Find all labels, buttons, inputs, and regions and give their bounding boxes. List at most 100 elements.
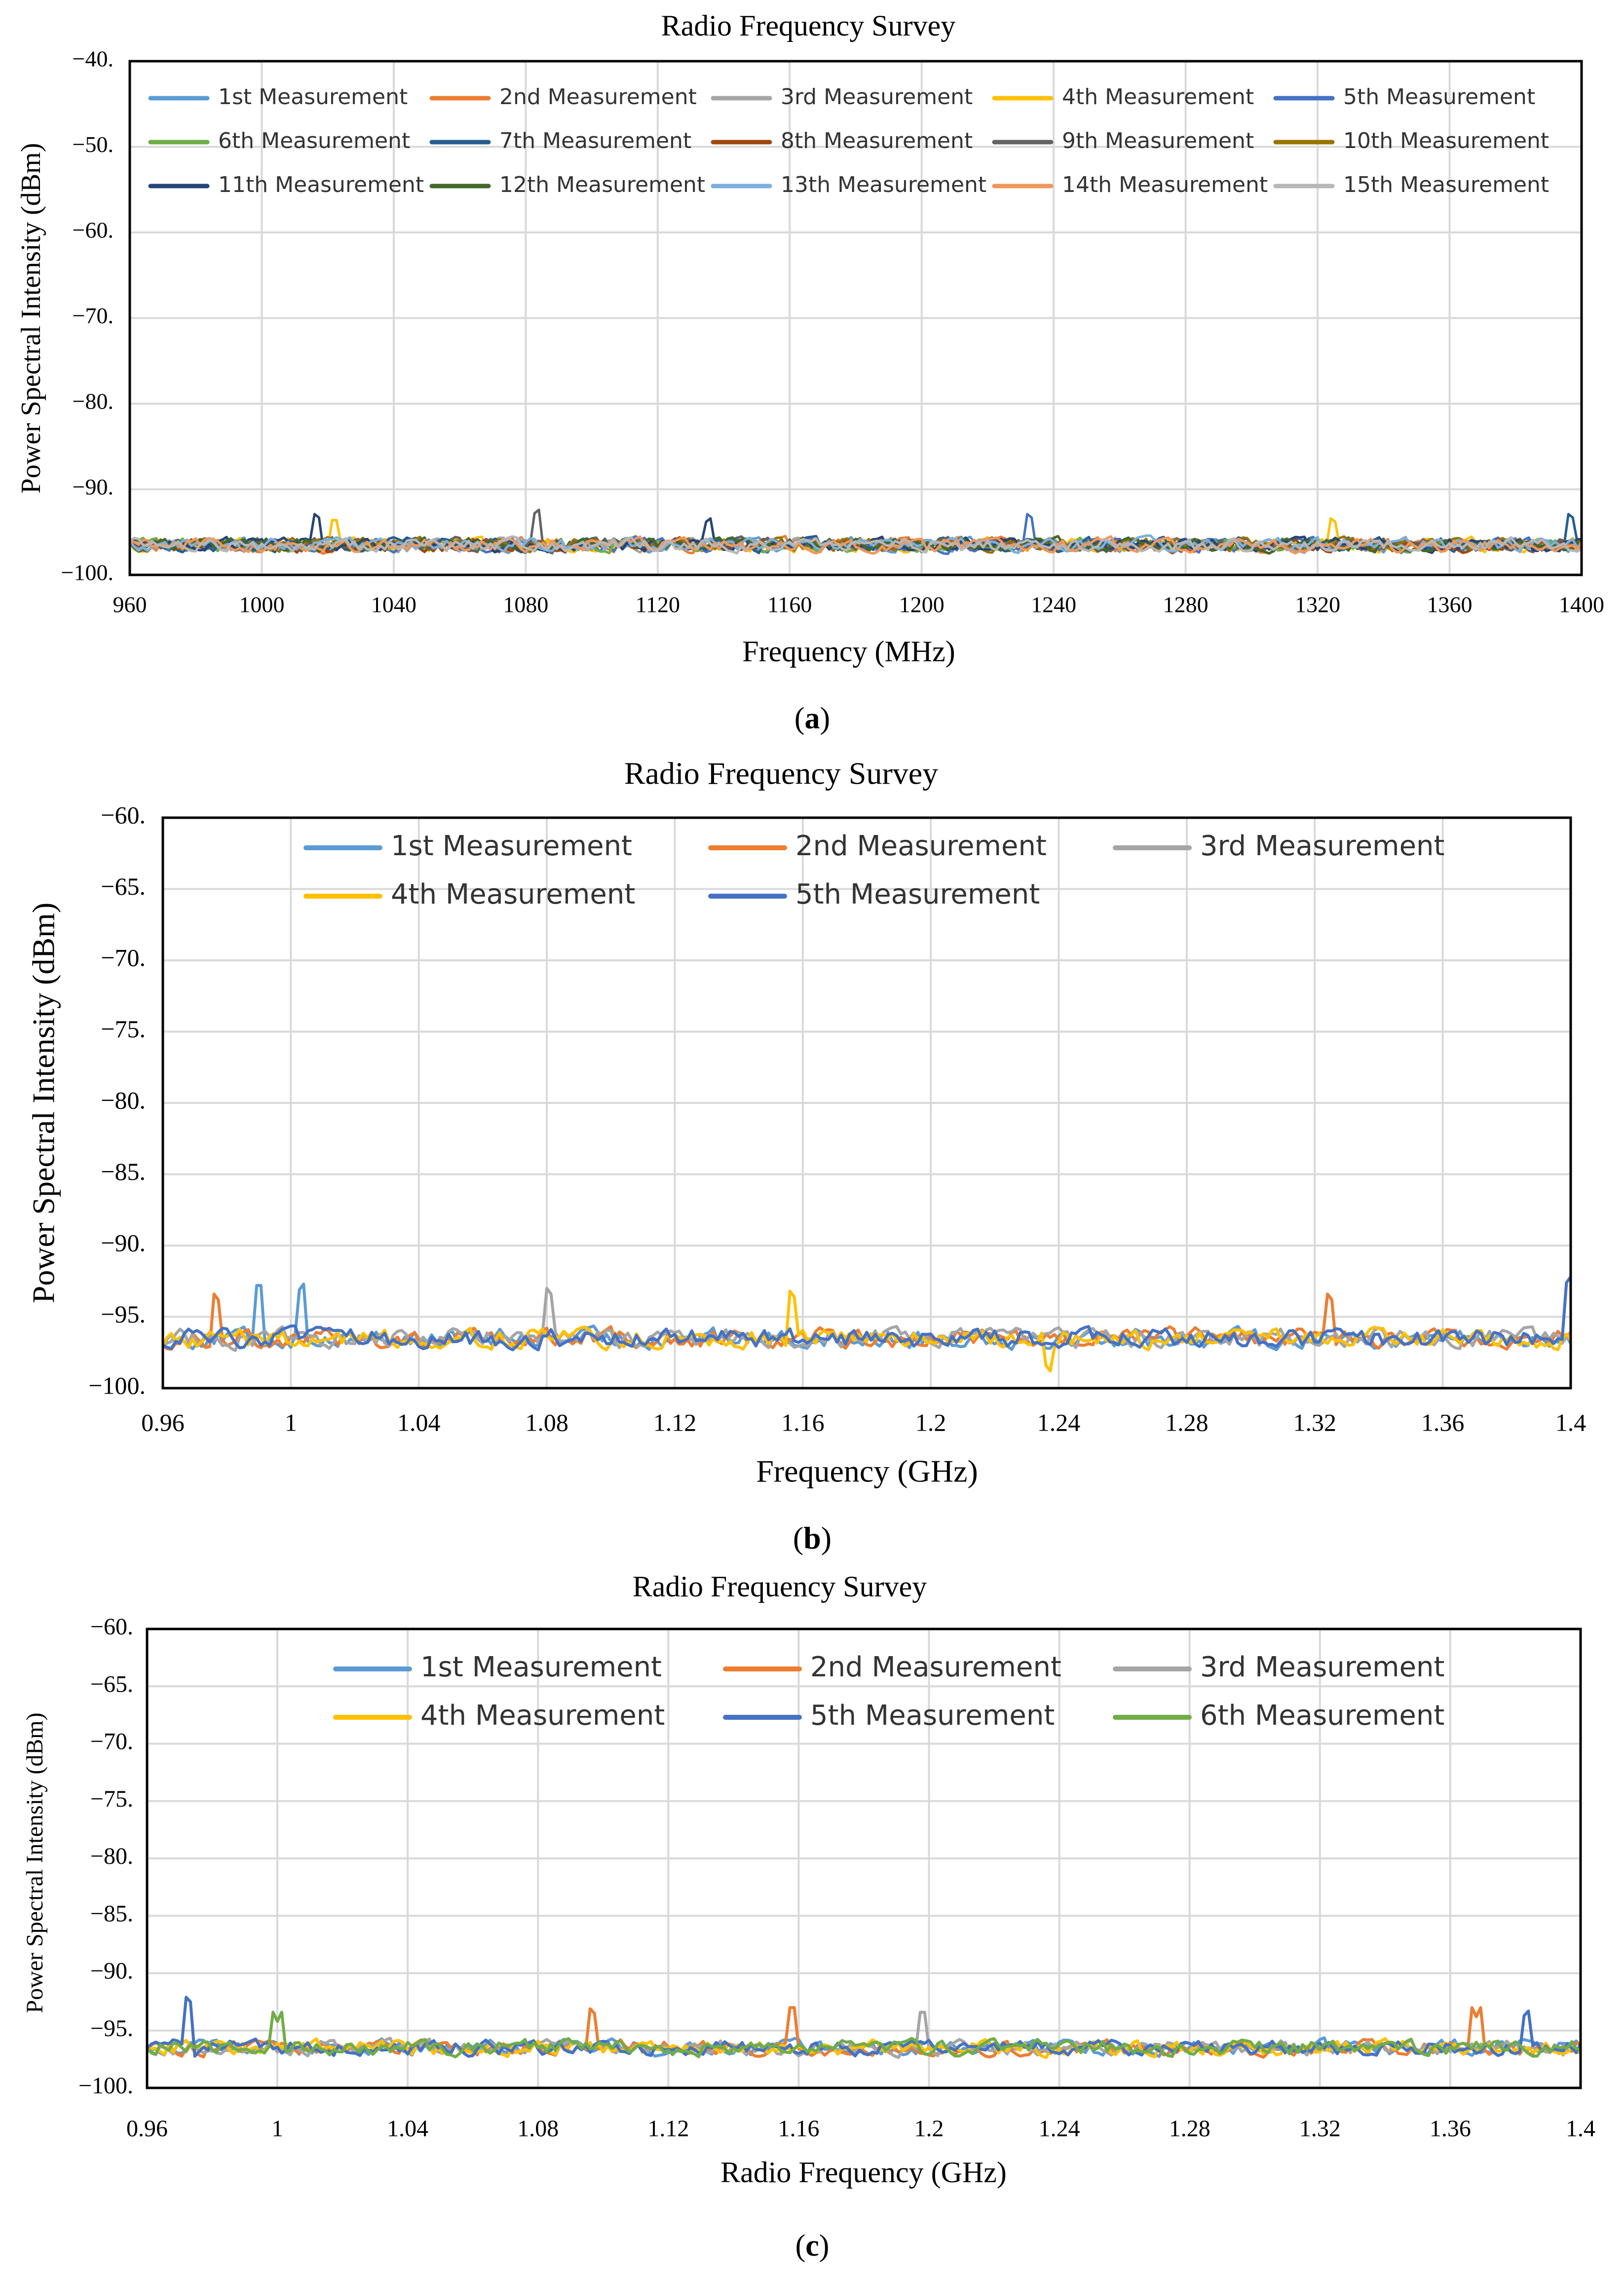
x-tick-label: 1.4 [1566, 2116, 1595, 2142]
caption-paren-open: ( [795, 2229, 806, 2263]
legend-label: 14th Measurement [1062, 172, 1268, 197]
plot-frame [128, 60, 1583, 576]
y-tick-label: −60. [101, 801, 146, 829]
caption-paren-open: ( [793, 1520, 803, 1555]
legend-label: 13th Measurement [781, 172, 986, 197]
y-tick-label: −100. [88, 1371, 146, 1399]
x-tick-label: 960 [113, 592, 147, 617]
legend-label: 5th Measurement [1343, 84, 1535, 110]
legend-entry: 2nd Measurement [723, 1651, 1061, 1683]
legend-entry: 15th Measurement [1273, 172, 1549, 197]
y-axis-label: Power Spectral Intensity (dBm) [26, 903, 61, 1303]
series-line-3 [163, 1286, 1571, 1352]
x-tick-label: 1.16 [781, 1408, 825, 1436]
series-group [147, 1996, 1581, 2059]
x-tick-label: 1.32 [1299, 2116, 1341, 2142]
x-tick-label: 0.96 [141, 1408, 185, 1436]
legend-label: 3rd Measurement [1200, 830, 1444, 862]
series-group [163, 1276, 1571, 1373]
series-line-6 [147, 2010, 1581, 2059]
plot-frame [161, 816, 1572, 1390]
caption-paren-close: ) [819, 2229, 830, 2263]
legend-entry: 11th Measurement [148, 172, 424, 197]
series-line-15 [130, 535, 1582, 555]
x-tick-label: 1.36 [1430, 2116, 1471, 2142]
legend-label: 1st Measurement [218, 84, 408, 110]
chart-title: Radio Frequency Survey [624, 756, 938, 791]
legend-entry: 8th Measurement [711, 128, 973, 153]
x-tick-label: 1.08 [517, 2116, 559, 2142]
series-line-13 [130, 534, 1582, 554]
series-line-5 [163, 1276, 1571, 1352]
legend-entry: 12th Measurement [429, 172, 705, 197]
series-line-2 [147, 2006, 1581, 2059]
legend-entry: 3rd Measurement [1113, 1651, 1444, 1683]
panel-caption: (c) [795, 2229, 830, 2263]
legend-entry: 1st Measurement [303, 830, 632, 862]
x-tick-label: 0.96 [126, 2116, 168, 2142]
x-tick-label: 1.2 [915, 1408, 946, 1436]
caption-letter: a [805, 702, 820, 735]
legend-entry: 4th Measurement [303, 878, 635, 910]
legend-label: 10th Measurement [1343, 128, 1549, 153]
y-tick-label: −65. [90, 1671, 133, 1697]
x-tick-label: 1200 [899, 592, 944, 617]
legend-label: 2nd Measurement [499, 84, 697, 110]
legend-entry: 3rd Measurement [1113, 830, 1444, 862]
y-tick-label: −75. [90, 1786, 133, 1812]
x-tick-label: 1400 [1559, 592, 1604, 617]
legend-entry: 10th Measurement [1273, 128, 1549, 153]
chart-title: Radio Frequency Survey [633, 1570, 927, 1603]
x-tick-label: 1.2 [914, 2116, 944, 2142]
y-tick-label: −85. [90, 1900, 133, 1927]
x-tick-label: 1.4 [1555, 1408, 1586, 1436]
y-tick-label: −85. [101, 1158, 146, 1185]
x-tick-label: 1360 [1427, 592, 1473, 617]
legend-label: 1st Measurement [420, 1651, 662, 1683]
panel-caption: (a) [794, 702, 830, 735]
series-line-12 [130, 535, 1582, 555]
x-tick-label: 1.24 [1039, 2116, 1080, 2142]
y-tick-label: −70. [90, 1729, 133, 1755]
x-tick-label: 1 [285, 1408, 297, 1436]
y-tick-label: −65. [101, 872, 146, 900]
legend-entry: 5th Measurement [708, 878, 1040, 910]
legend-label: 4th Measurement [1062, 84, 1254, 110]
y-tick-label: −100. [78, 2073, 133, 2099]
y-tick-label: −80. [101, 1086, 146, 1114]
x-tick-label: 1240 [1031, 592, 1076, 617]
caption-letter: c [805, 2229, 819, 2263]
y-tick-label: −90. [101, 1229, 146, 1256]
plot-frame [146, 1627, 1582, 2089]
legend-label: 2nd Measurement [810, 1651, 1061, 1683]
legend-label: 4th Measurement [391, 878, 635, 910]
y-axis-label: Power Spectral Intensity (dBm) [16, 143, 46, 494]
chart-b: Radio Frequency Survey 0.96 1 1.04 1.08 1.12 1… [26, 756, 1586, 1555]
x-tick-label: 1.24 [1037, 1408, 1081, 1436]
legend-label: 12th Measurement [499, 172, 705, 197]
legend-entry: 4th Measurement [992, 84, 1254, 110]
legend-label: 6th Measurement [1200, 1700, 1444, 1732]
y-tick-label: −80. [90, 1843, 133, 1869]
legend-entry: 2nd Measurement [429, 84, 697, 110]
series-line-4 [163, 1289, 1571, 1373]
legend-label: 6th Measurement [218, 128, 410, 153]
x-tick-label: 1160 [767, 592, 812, 617]
series-group [130, 508, 1582, 555]
x-tick-label: 1000 [239, 592, 284, 617]
x-tick-label: 1120 [636, 592, 680, 617]
legend-entry: 5th Measurement [1273, 84, 1535, 110]
x-tick-label: 1.08 [525, 1408, 568, 1436]
y-tick-label: −100. [61, 560, 113, 585]
x-tick-label: 1 [271, 2116, 283, 2142]
x-tick-label: 1320 [1295, 592, 1340, 617]
x-tick-label: 1.12 [653, 1408, 697, 1436]
legend-label: 4th Measurement [420, 1700, 665, 1732]
x-tick-label: 1.04 [387, 2116, 428, 2142]
legend-entry: 1st Measurement [333, 1651, 662, 1683]
legend-label: 15th Measurement [1343, 172, 1549, 197]
panel-caption: (b) [793, 1520, 831, 1555]
legend-entry: 7th Measurement [429, 128, 691, 153]
legend-entry: 1st Measurement [148, 84, 408, 110]
chart-a: Radio Frequency Survey 960 1000 1040 1080 112… [16, 9, 1604, 735]
